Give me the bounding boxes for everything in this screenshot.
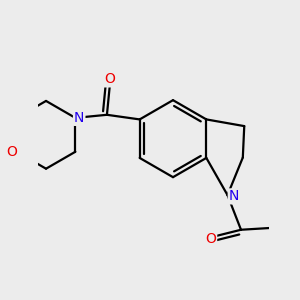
Text: O: O: [6, 145, 17, 159]
Text: O: O: [105, 72, 116, 86]
Text: O: O: [205, 232, 216, 246]
Text: N: N: [74, 111, 84, 125]
Text: N: N: [229, 189, 239, 203]
